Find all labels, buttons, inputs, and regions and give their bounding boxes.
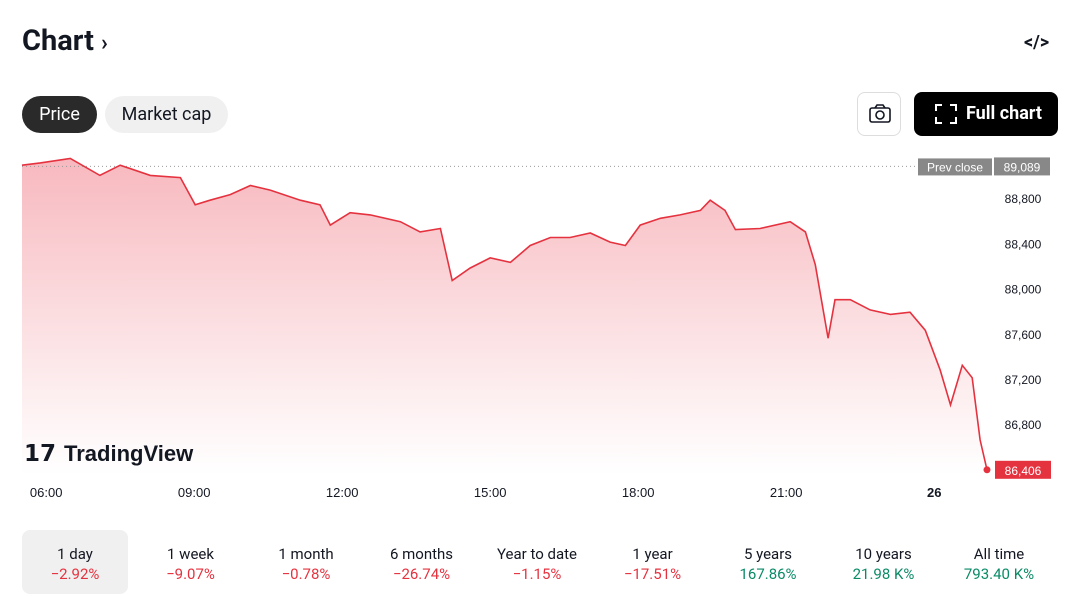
watermark: TradingView xyxy=(64,441,194,466)
tab-price[interactable]: Price xyxy=(22,96,97,133)
prev-close-text: Prev close xyxy=(927,160,983,174)
chart: 𝟭𝟳 TradingView 86,800 87,200 87,600 88,000 8… xyxy=(21,157,1051,500)
x-tick-label: 18:00 xyxy=(622,485,655,500)
period-label: 5 years xyxy=(743,545,793,563)
prev-close-box xyxy=(994,157,1050,176)
period-label: 1 year xyxy=(632,545,673,563)
period-label: 10 years xyxy=(855,545,912,563)
period-label: Year to date xyxy=(497,545,577,563)
last-price-label: 86,406 xyxy=(1005,464,1042,478)
x-tick-label: 21:00 xyxy=(770,485,803,500)
period-change: −1.15% xyxy=(512,565,562,583)
full-chart-button[interactable]: Full chart xyxy=(914,92,1058,136)
tab-market-cap[interactable]: Market cap xyxy=(105,96,228,133)
x-tick-label: 12:00 xyxy=(326,485,359,500)
period-button[interactable]: 6 months −26.74% xyxy=(369,530,475,594)
full-chart-label: Full chart xyxy=(966,103,1042,124)
x-tick-label: 26 xyxy=(927,485,941,500)
period-change: −0.78% xyxy=(281,565,331,583)
period-button[interactable]: Year to date −1.15% xyxy=(484,530,590,594)
title: Chart xyxy=(22,24,94,58)
y-tick-label: 88,000 xyxy=(1005,283,1042,297)
period-button[interactable]: 1 month −0.78% xyxy=(253,530,359,594)
y-tick-label: 86,800 xyxy=(1005,418,1042,432)
x-tick-label: 09:00 xyxy=(178,485,211,500)
logo-mark: 𝟭𝟳 xyxy=(24,440,56,466)
x-tick-label: 15:00 xyxy=(474,485,507,500)
snapshot-button[interactable] xyxy=(857,92,901,136)
camera-icon xyxy=(869,104,891,123)
prev-close-label: 89,089 xyxy=(1004,160,1041,174)
period-button[interactable]: 10 years 21.98 K% xyxy=(831,530,937,594)
period-change: 21.98 K% xyxy=(852,565,915,583)
period-button[interactable]: 1 week −9.07% xyxy=(138,530,244,594)
x-tick-label: 06:00 xyxy=(30,485,63,500)
period-change: 167.86% xyxy=(739,565,797,583)
last-price-box xyxy=(995,460,1051,479)
expand-icon xyxy=(935,104,957,124)
y-tick-label: 87,200 xyxy=(1005,373,1042,387)
area xyxy=(22,158,987,475)
period-change: −26.74% xyxy=(392,565,451,583)
period-label: 1 month xyxy=(278,545,334,563)
y-tick-label: 88,400 xyxy=(1005,237,1042,251)
chevron: › xyxy=(101,31,108,56)
period-change: −9.07% xyxy=(166,565,215,583)
title-row[interactable]: Chart › xyxy=(22,24,108,58)
period-change: −2.92% xyxy=(50,565,100,583)
period-change: −17.51% xyxy=(623,565,682,583)
period-button[interactable]: 1 day −2.92% xyxy=(22,530,128,594)
price-line xyxy=(21,157,988,470)
last-point xyxy=(983,466,991,474)
y-tick-label: 87,600 xyxy=(1005,328,1042,342)
period-button[interactable]: 5 years 167.86% xyxy=(715,530,821,594)
period-label: 6 months xyxy=(389,545,454,563)
period-change: 793.40 K% xyxy=(963,565,1035,583)
period-label: 1 day xyxy=(57,545,93,563)
period-button[interactable]: All time 793.40 K% xyxy=(946,530,1052,594)
prev-close-tag xyxy=(918,158,992,176)
period-label: All time xyxy=(973,545,1025,563)
period-label: 1 week xyxy=(167,545,214,563)
y-tick-label: 88,800 xyxy=(1005,192,1042,206)
period-button[interactable]: 1 year −17.51% xyxy=(600,530,706,594)
embed-icon[interactable]: </> xyxy=(1024,32,1050,53)
